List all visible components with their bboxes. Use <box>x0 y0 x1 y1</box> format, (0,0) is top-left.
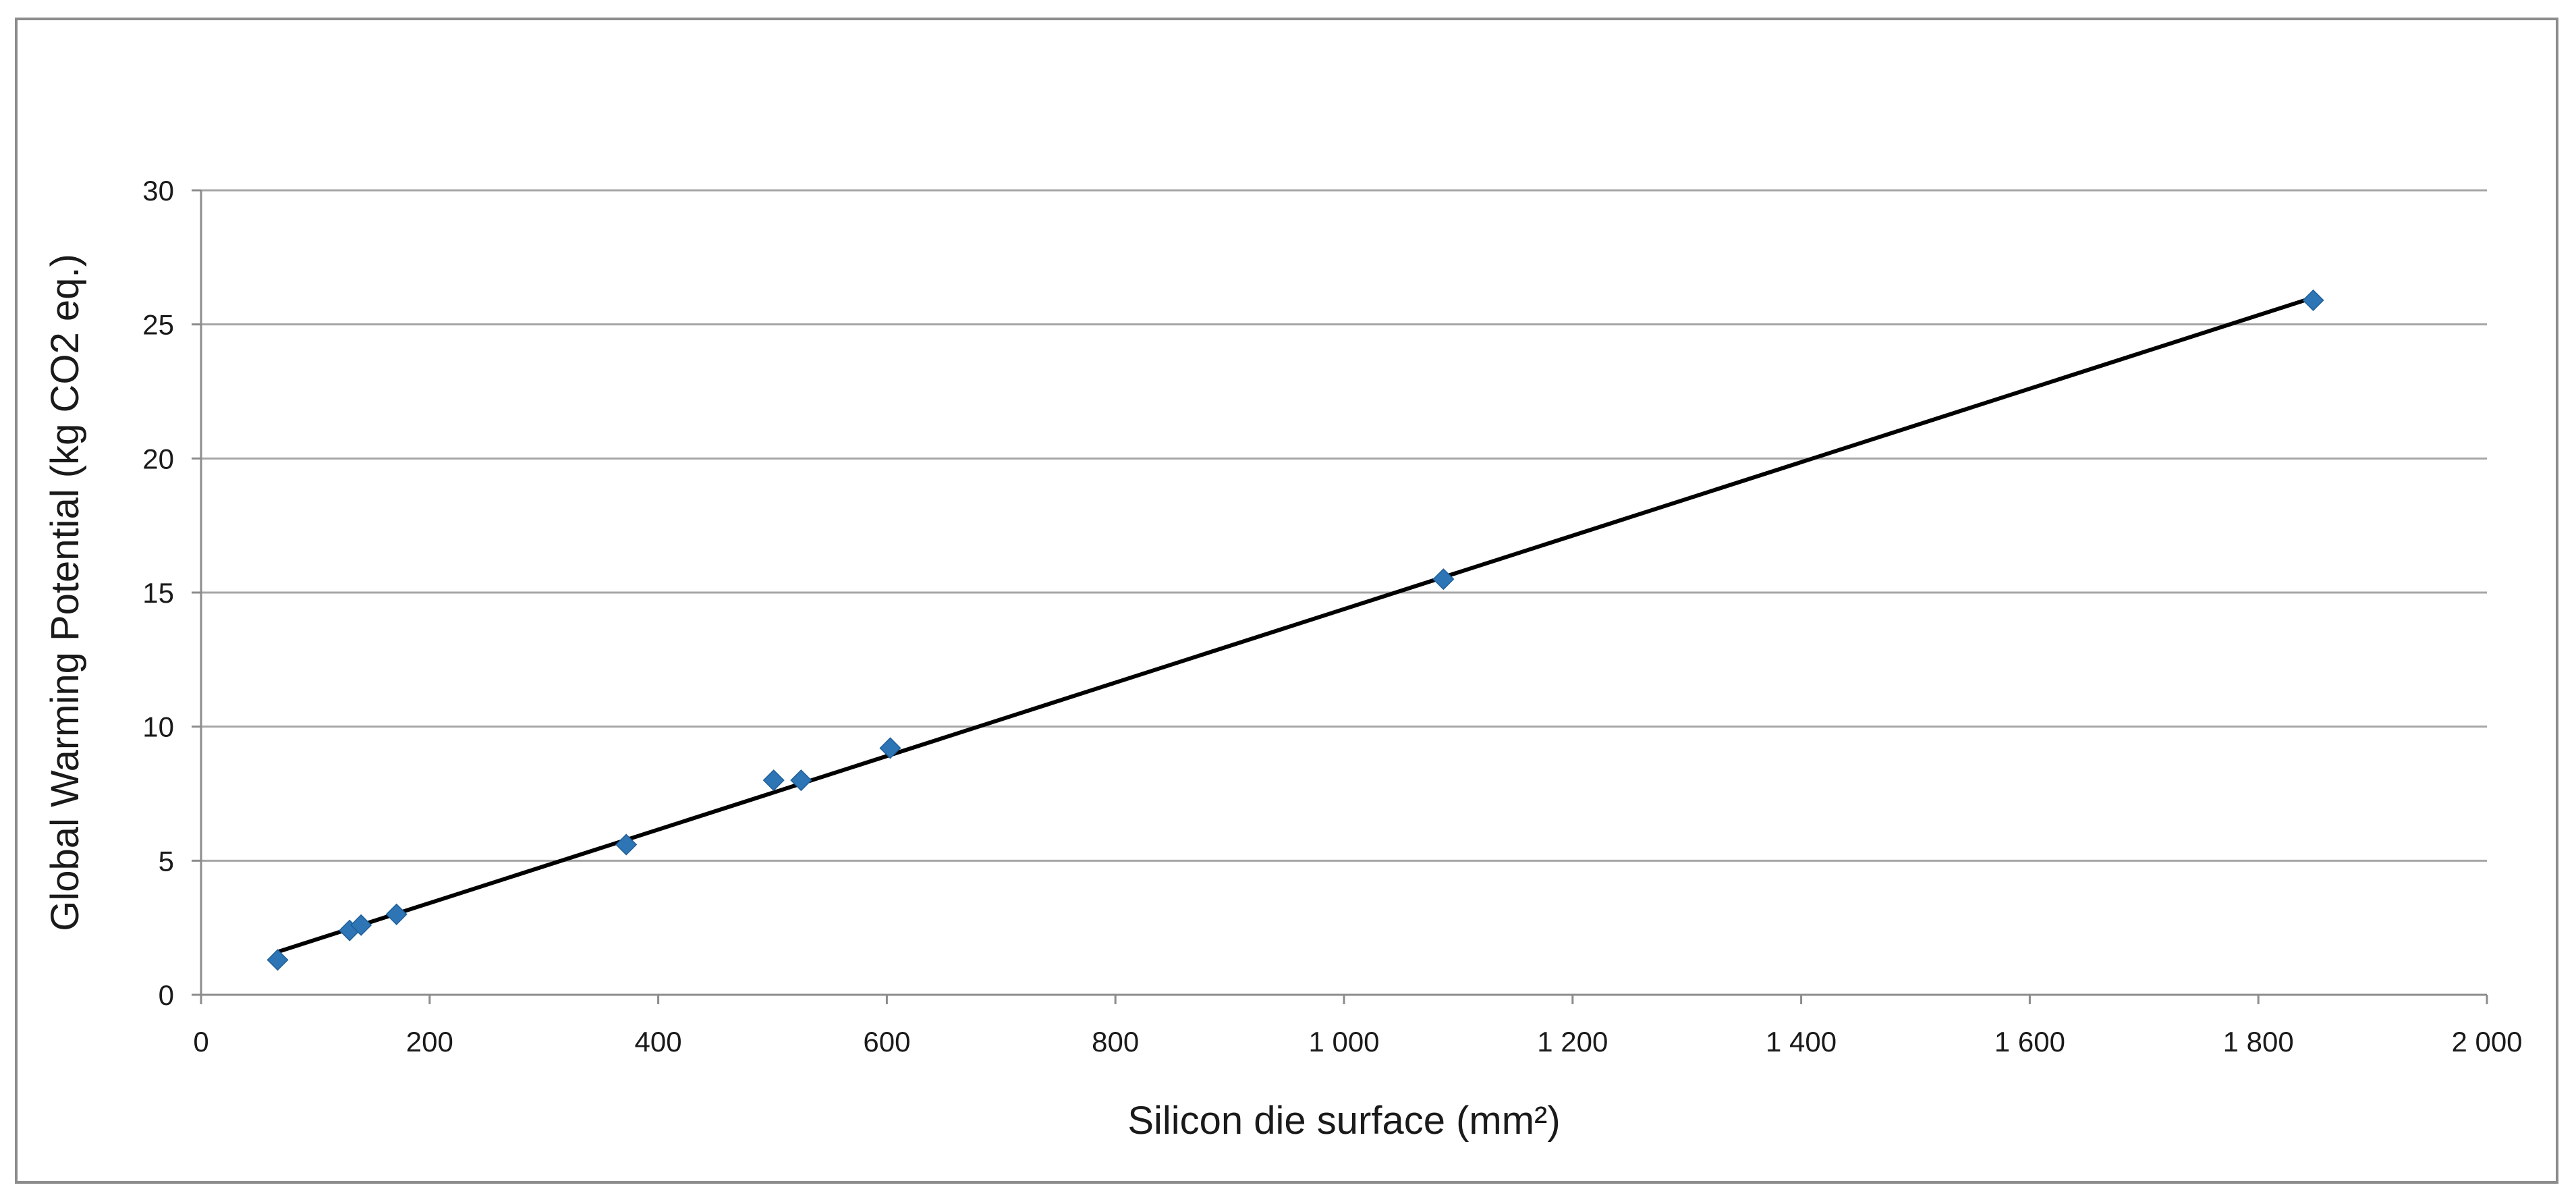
data-point <box>2302 289 2324 311</box>
x-tick-label: 200 <box>406 1026 453 1058</box>
scatter-chart: 0 5 10 15 20 25 30 0 200 400 600 800 1 000 1 200 1 400… <box>43 175 2523 1143</box>
x-tick-label: 1 800 <box>2223 1026 2294 1058</box>
x-tick-label: 800 <box>1092 1026 1139 1058</box>
data-point <box>1432 568 1455 591</box>
y-axis-title: Global Warming Potential (kg CO2 eq.) <box>43 254 87 931</box>
y-tick-label: 25 <box>142 309 174 341</box>
x-tick-label: 1 000 <box>1308 1026 1379 1058</box>
y-tick-label: 5 <box>159 845 174 877</box>
y-tick-label: 0 <box>159 979 174 1011</box>
x-tick-label: 0 <box>193 1026 208 1058</box>
data-point <box>762 769 785 792</box>
data-point <box>790 769 812 792</box>
x-tick-label: 1 400 <box>1766 1026 1837 1058</box>
trendline-group <box>277 296 2314 954</box>
data-point <box>350 914 372 936</box>
y-tick-label: 15 <box>142 577 174 609</box>
y-tick-label: 20 <box>142 443 174 474</box>
data-point <box>267 949 289 971</box>
x-tick-label: 400 <box>635 1026 682 1058</box>
gridlines <box>201 189 2487 862</box>
chart-frame: 0 5 10 15 20 25 30 0 200 400 600 800 1 000 1 200 1 400… <box>15 18 2558 1184</box>
x-axis-title: Silicon die surface (mm²) <box>1127 1099 1560 1143</box>
x-tick-label: 1 200 <box>1537 1026 1608 1058</box>
data-points <box>267 289 2324 971</box>
x-tick-label: 1 600 <box>1994 1026 2065 1058</box>
linear-trendline <box>277 296 2314 954</box>
x-tick-label: 2 000 <box>2451 1026 2522 1058</box>
axes <box>192 189 2488 1004</box>
data-point <box>615 833 638 856</box>
data-point <box>879 737 901 759</box>
tick-labels: 0 5 10 15 20 25 30 0 200 400 600 800 1 000 1 200 1 400… <box>142 175 2522 1058</box>
x-tick-label: 600 <box>863 1026 910 1058</box>
y-tick-label: 30 <box>142 175 174 207</box>
data-point <box>385 903 408 925</box>
y-tick-label: 10 <box>142 711 174 743</box>
